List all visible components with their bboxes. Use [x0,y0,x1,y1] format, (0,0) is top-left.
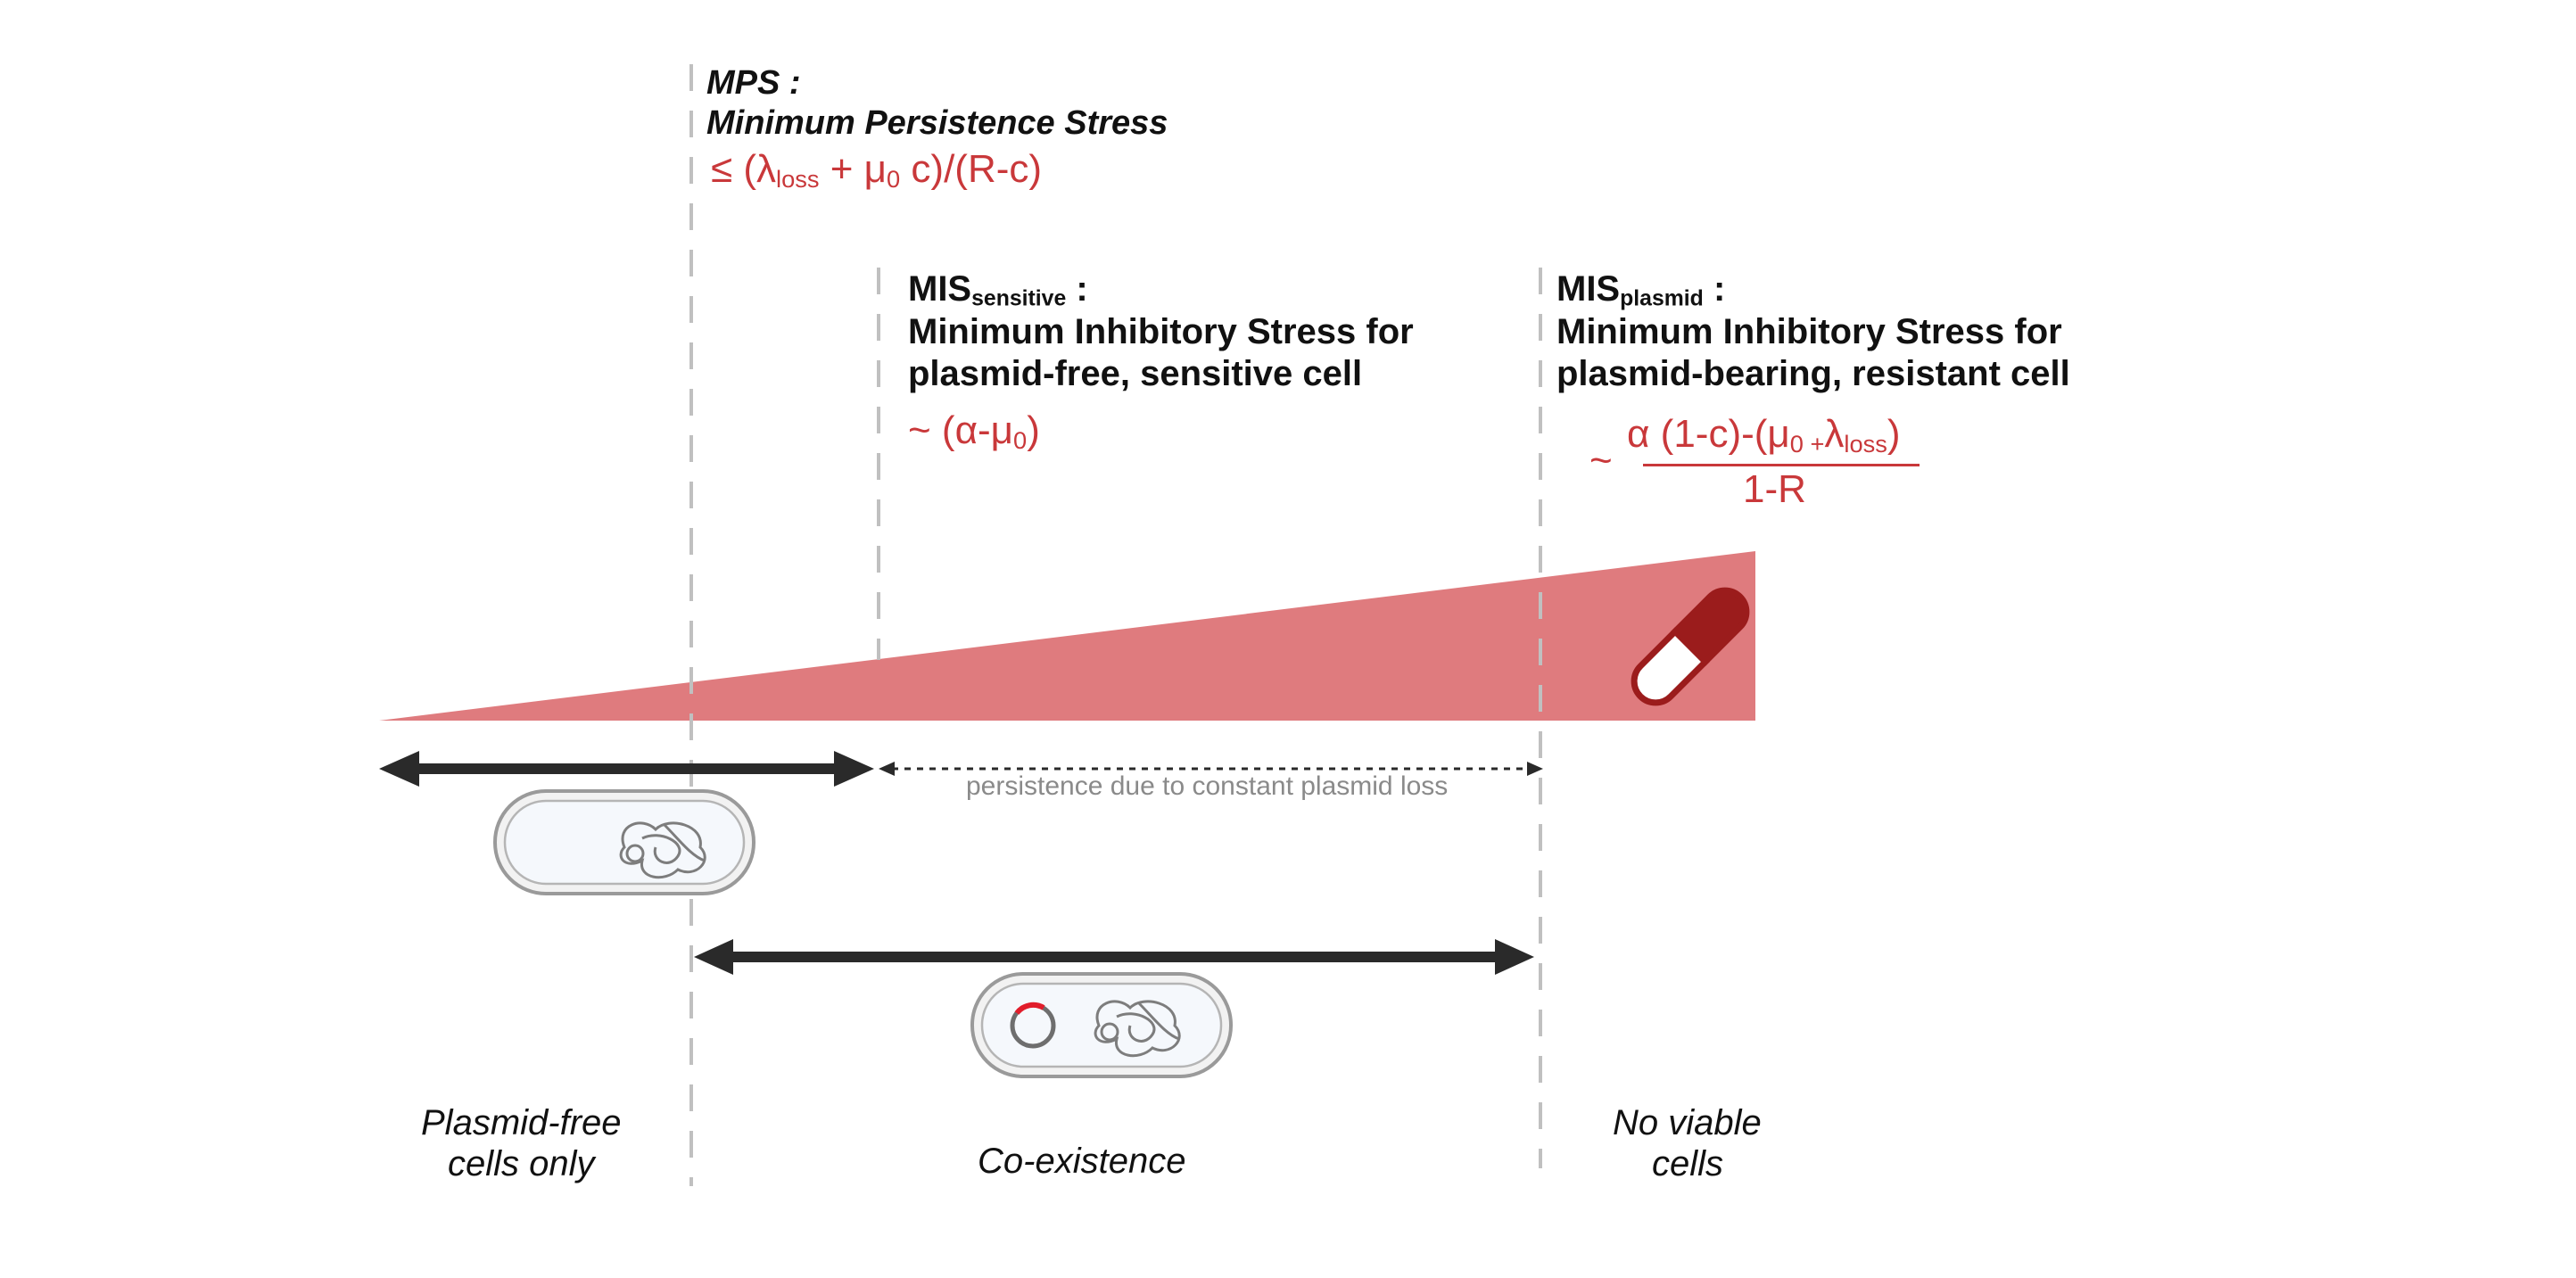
mis-sensitive-formula-lead: ~ (α-μ [908,408,1014,452]
mis-plasmid-num-lead: α (1-c)-(μ [1627,412,1790,456]
mis-plasmid-line2: plasmid-bearing, resistant cell [1556,354,2070,393]
mis-plasmid-num-sub-loss: loss [1844,430,1887,458]
cell-icon [493,789,755,895]
mis-plasmid-denominator: 1-R [1743,467,1806,511]
region-plasmid-free-line2: cells only [448,1144,595,1183]
mps-formula-mid: + μ [819,147,888,191]
mis-sensitive-formula: ~ (α-μ0) [908,408,1040,455]
mis-sensitive-abbr-sub: sensitive [971,286,1067,311]
region-no-viable-line2: cells [1652,1144,1724,1183]
mis-sensitive-formula-tail: ) [1027,408,1040,452]
mis-plasmid-num-lambda: λ [1824,412,1845,456]
mis-plasmid-tilde: ~ [1589,439,1613,482]
mis-plasmid-line1: Minimum Inhibitory Stress for [1556,312,2062,351]
mis-plasmid-colon: : [1703,269,1726,309]
plasmid-bearing-cell-icon [970,972,1233,1078]
mis-plasmid-formula: ~ α (1-c)-(μ0 +λloss) 1-R [1589,412,1946,519]
mis-plasmid-abbr-sub: plasmid [1620,286,1704,311]
mis-sensitive-abbr-main: MIS [908,269,972,309]
mps-formula-lead: ≤ (λ [711,147,777,191]
mis-plasmid-abbr-main: MIS [1556,269,1621,309]
persistence-dotted-arrow [879,762,1543,776]
plasmid-free-range-arrow [379,751,874,787]
mps-formula-sub-zero: 0 [887,165,901,193]
persistence-label: persistence due to constant plasmid loss [966,771,1449,801]
region-no-viable-line1: No viable [1613,1103,1762,1142]
mps-formula-tail: c)/(R-c) [900,147,1043,191]
region-plasmid-free-line1: Plasmid-free [421,1103,622,1142]
region-coexistence: Co-existence [978,1142,1186,1181]
mps-full-name: Minimum Persistence Stress [706,104,1168,142]
mis-plasmid-abbr: MISplasmid : [1556,269,1725,311]
chromosome-icon [619,821,706,879]
pill-icon [1631,587,1750,706]
mps-formula-sub-loss: loss [776,165,820,193]
mps-formula: ≤ (λloss + μ0 c)/(R-c) [711,147,1042,194]
mis-sensitive-line2: plasmid-free, sensitive cell [908,354,1363,393]
mis-plasmid-numerator: α (1-c)-(μ0 +λloss) [1627,412,1901,458]
stress-gradient-wedge [379,551,1755,721]
mps-abbr: MPS : [706,64,801,102]
coexistence-range-arrow [694,939,1534,975]
plasmid-ring-icon [1010,1002,1056,1049]
mis-plasmid-num-tail: ) [1887,412,1901,456]
mis-sensitive-line1: Minimum Inhibitory Stress for [908,312,1414,351]
chromosome-icon [1094,1000,1181,1058]
mis-plasmid-num-sub-zero: 0 + [1789,430,1825,458]
mis-sensitive-abbr: MISsensitive : [908,269,1088,311]
fraction-bar [1643,464,1920,466]
mis-sensitive-formula-sub: 0 [1013,426,1028,454]
mis-sensitive-colon: : [1066,269,1088,309]
